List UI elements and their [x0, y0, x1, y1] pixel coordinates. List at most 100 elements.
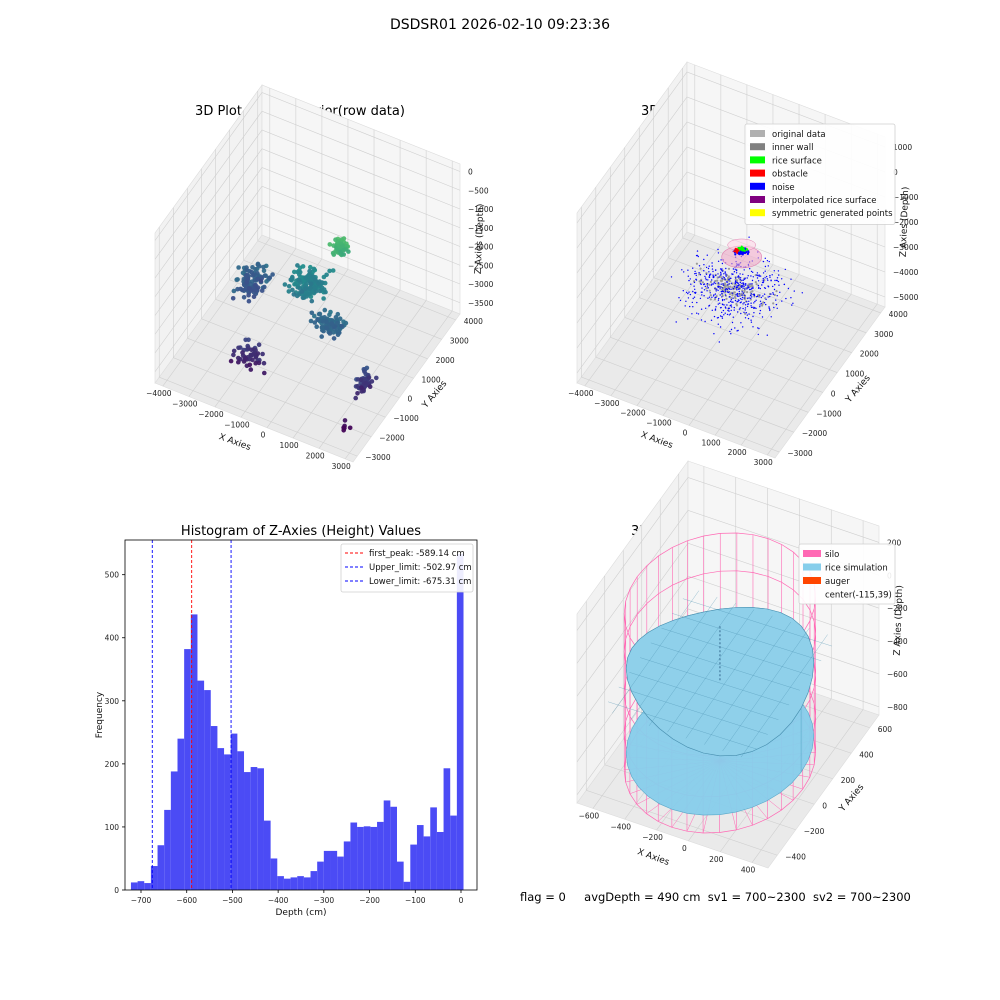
p1-point — [355, 391, 360, 396]
p2-point-inner-wall — [735, 304, 739, 307]
p2-point-noise — [713, 315, 716, 318]
p1-point — [324, 325, 329, 330]
p2-point-noise — [772, 292, 774, 294]
p2-point-noise — [711, 296, 713, 298]
p2-point-noise — [749, 297, 752, 299]
p1-point — [362, 376, 368, 382]
p2-point-noise — [696, 301, 698, 304]
p1-point — [363, 380, 369, 385]
p2-point-noise — [717, 303, 719, 305]
p2-point-noise — [736, 295, 739, 297]
p3-bar — [197, 680, 205, 890]
p2-point-noise — [711, 265, 713, 267]
p3-ytick-2: 200 — [105, 760, 120, 769]
p2-point-noise — [743, 283, 745, 286]
p2-point-noise — [768, 306, 770, 308]
p2-point-noise — [753, 302, 755, 304]
p2-point-inner-wall — [728, 293, 732, 296]
p2-point-noise — [767, 265, 769, 267]
p2-legend-label-3: obstacle — [772, 170, 808, 180]
p1-point — [255, 276, 260, 282]
p2-point-noise — [708, 276, 711, 278]
p1-point — [249, 347, 254, 353]
p1-point — [236, 265, 241, 270]
p2-point-noise — [752, 315, 754, 318]
p1-point — [314, 324, 320, 330]
p2-point-noise — [761, 316, 764, 318]
p3-bar — [410, 844, 417, 890]
p2-point-noise — [719, 326, 722, 328]
p2-point-inner-wall — [741, 289, 744, 292]
p1-xtick-2: −2000 — [198, 410, 224, 419]
p1-point — [327, 331, 333, 336]
p2-point-noise — [775, 299, 777, 301]
p2-point-noise — [740, 301, 742, 303]
p3-bar — [177, 738, 185, 890]
p2-point-noise — [770, 279, 772, 281]
p2-point-noise — [700, 319, 703, 321]
p2-point-noise — [751, 296, 753, 298]
p4-legend-label-3: center(-115,39) — [825, 591, 892, 601]
p2-point-noise — [721, 311, 723, 314]
p2-point-noise — [769, 309, 771, 312]
p1-ztick-5: −2500 — [468, 261, 494, 270]
p2-point-noise — [745, 283, 747, 285]
p2-point-noise — [708, 296, 711, 298]
p2-point-noise — [744, 277, 746, 279]
p1-point — [324, 272, 329, 278]
p2-point-noise — [739, 298, 742, 300]
p1-point — [353, 395, 359, 401]
p3-bar — [403, 881, 411, 890]
p3-xtick-5: −200 — [359, 896, 380, 905]
p2-point-noise — [721, 278, 723, 280]
p2-point-noise — [706, 290, 708, 292]
p2-point-noise — [714, 282, 716, 285]
p3-bar — [430, 807, 437, 890]
p2-point-inner-wall — [751, 285, 754, 288]
p2-point-noise — [758, 275, 760, 277]
p3-bar — [170, 771, 178, 890]
p2-point-noise — [741, 279, 743, 281]
p2-point-noise — [728, 278, 730, 281]
p1-ytick-0: −3000 — [365, 453, 391, 462]
p4-grid-z — [576, 575, 880, 730]
p4-rice-mesh — [667, 609, 755, 733]
p1-xtick-0: −4000 — [146, 389, 172, 398]
p2-point-noise — [726, 313, 729, 316]
status-sv2: sv2 = 700~2300 — [812, 890, 911, 904]
p2-point-inner-wall — [728, 280, 731, 283]
figure-title: DSDSR01 2026-02-10 09:23:36 — [389, 17, 610, 33]
p1-point — [329, 321, 335, 326]
p1-point — [231, 348, 237, 354]
p4-ytick-5: 600 — [878, 725, 893, 734]
p2-point-noise — [741, 298, 743, 301]
p2-point-inner-wall — [773, 293, 776, 297]
p2-point-noise — [722, 283, 724, 285]
p2-point-noise — [704, 277, 707, 279]
p4-legend-label-0: silo — [825, 550, 839, 560]
p2-point-noise — [744, 309, 746, 311]
p2-point-noise — [743, 311, 745, 314]
p2-point-noise — [771, 274, 773, 276]
p2-point-noise — [776, 307, 778, 309]
p2-point-noise — [758, 274, 760, 276]
p2-point-noise — [757, 327, 759, 329]
p1-ytick-2: −1000 — [393, 414, 419, 423]
p4-xtick-1: −400 — [610, 822, 631, 831]
p2-point-noise — [720, 269, 723, 271]
p2-point-noise — [765, 298, 767, 301]
p3-xtick-6: −100 — [405, 896, 426, 905]
p2-point-noise — [728, 283, 731, 285]
p2-point-noise — [784, 268, 786, 271]
p3-bar — [210, 726, 218, 890]
p2-point-noise — [778, 284, 780, 286]
p2-point-noise — [692, 290, 694, 293]
p2-point-noise — [689, 293, 692, 296]
p2-point-noise — [738, 276, 740, 278]
p2-legend-swatch-0 — [750, 130, 765, 137]
p2-point-noise — [718, 285, 720, 288]
p2-point-noise — [765, 275, 768, 278]
p3-xtick-0: −700 — [131, 896, 152, 905]
p3-bar — [323, 850, 331, 890]
